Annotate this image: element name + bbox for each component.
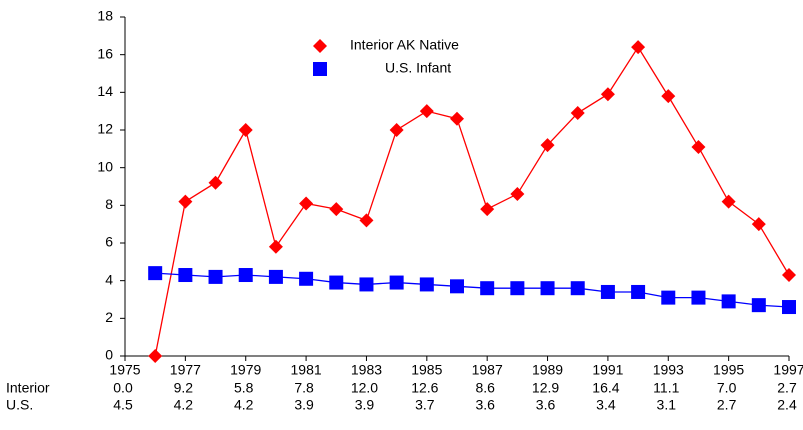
- data-point: [389, 123, 404, 137]
- data-point: [178, 268, 193, 283]
- legend-marker: [313, 39, 327, 53]
- data-point: [450, 111, 464, 126]
- x-tick-label: 1991: [592, 362, 623, 378]
- data-point: [782, 300, 796, 315]
- data-point: [148, 349, 163, 363]
- y-tick-label: 10: [97, 158, 113, 174]
- table-cell: 3.6: [536, 397, 556, 413]
- data-point: [721, 194, 736, 209]
- data-point: [238, 123, 253, 137]
- data-point: [510, 187, 525, 202]
- x-tick-label: 1997: [773, 362, 803, 378]
- data-point: [359, 277, 374, 292]
- table-cell: 2.7: [717, 397, 737, 413]
- x-tick-label: 1987: [472, 362, 503, 378]
- data-point: [299, 271, 314, 286]
- data-point: [691, 139, 706, 154]
- data-point: [540, 138, 555, 153]
- table-cell: 12.9: [532, 380, 559, 396]
- table-cell: 16.4: [592, 380, 619, 396]
- table-cell: 11.1: [653, 380, 679, 396]
- y-tick-label: 14: [97, 83, 113, 99]
- data-point: [721, 294, 736, 309]
- x-tick-label: 1983: [351, 362, 382, 378]
- y-tick-label: 6: [105, 234, 113, 250]
- data-point: [480, 202, 495, 217]
- y-tick-label: 8: [105, 196, 113, 212]
- data-point: [268, 239, 283, 254]
- table-cell: 12.6: [411, 380, 438, 396]
- table-cell: 3.9: [355, 397, 375, 413]
- data-point: [661, 290, 676, 305]
- data-point: [600, 284, 615, 299]
- x-tick-label: 1989: [532, 362, 563, 378]
- table-cell: 4.5: [113, 397, 133, 413]
- data-point: [178, 194, 193, 209]
- table-cell: 4.2: [174, 397, 194, 413]
- table-cell: 9.2: [174, 380, 194, 396]
- data-point: [329, 202, 344, 217]
- table-cell: 2.7: [777, 380, 797, 396]
- data-point: [268, 269, 283, 284]
- data-point: [419, 277, 434, 292]
- data-point: [329, 275, 344, 290]
- y-tick-label: 16: [97, 45, 113, 61]
- y-tick-label: 18: [97, 8, 113, 24]
- table-cell: 7.8: [294, 380, 314, 396]
- data-point: [148, 266, 163, 281]
- series-line: [155, 272, 790, 308]
- data-point: [238, 268, 253, 283]
- table-cell: 5.8: [234, 380, 254, 396]
- data-point: [631, 40, 646, 55]
- data-point: [540, 281, 555, 296]
- data-point: [419, 104, 434, 119]
- table-cell: 3.6: [475, 397, 495, 413]
- y-tick-label: 0: [105, 347, 113, 363]
- x-tick-label: 1975: [109, 362, 140, 378]
- data-point: [389, 275, 404, 290]
- y-tick-label: 12: [97, 121, 113, 137]
- data-point: [208, 175, 223, 190]
- table-cell: 4.2: [234, 397, 254, 413]
- table-cell: 2.4: [777, 397, 797, 413]
- data-point: [631, 284, 646, 299]
- table-cell: 3.4: [596, 397, 616, 413]
- data-point: [691, 290, 706, 305]
- table-cell: 3.9: [294, 397, 314, 413]
- x-tick-label: 1977: [170, 362, 201, 378]
- table-cell: 0.0: [113, 380, 133, 396]
- x-tick-label: 1995: [713, 362, 744, 378]
- series-line: [154, 45, 790, 357]
- table-cell: 8.6: [475, 380, 495, 396]
- x-tick-label: 1993: [653, 362, 684, 378]
- x-tick-label: 1985: [411, 362, 442, 378]
- data-point: [480, 281, 495, 296]
- data-point: [359, 213, 374, 228]
- table-cell: 3.7: [415, 397, 435, 413]
- data-point: [570, 106, 585, 121]
- y-tick-label: 2: [105, 309, 113, 325]
- table-cell: 12.0: [351, 380, 378, 396]
- data-point: [661, 89, 676, 104]
- legend-marker: [313, 62, 327, 76]
- table-cell: 7.0: [717, 380, 737, 396]
- table-row-label: Interior: [6, 380, 50, 396]
- table-cell: 3.1: [657, 397, 677, 413]
- data-point: [751, 217, 766, 232]
- data-point: [450, 279, 464, 294]
- table-row-label: U.S.: [6, 397, 33, 413]
- y-tick-label: 4: [105, 271, 113, 287]
- data-point: [299, 196, 314, 211]
- data-point: [208, 269, 223, 284]
- data-point: [751, 298, 766, 313]
- data-point: [782, 268, 796, 283]
- data-point: [510, 281, 525, 296]
- data-point: [600, 87, 615, 102]
- x-tick-label: 1981: [291, 362, 322, 378]
- legend-label: Interior AK Native: [350, 37, 459, 53]
- legend-label: U.S. Infant: [385, 60, 451, 76]
- x-tick-label: 1979: [230, 362, 261, 378]
- data-point: [570, 281, 585, 296]
